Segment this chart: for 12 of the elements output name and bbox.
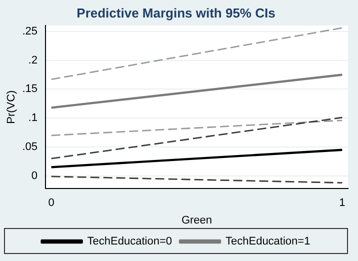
y-tick-label: .2 [28,54,38,66]
y-tick-label: .05 [22,141,38,154]
y-tick-label: 0 [31,170,38,182]
y-axis-title: Pr(VC) [6,90,18,124]
y-tick-label: .15 [22,83,38,96]
y-tick-label: .25 [22,25,38,38]
legend-label: TechEducation=0 [87,236,172,248]
legend-label: TechEducation=1 [226,236,310,248]
x-tick-label: 1 [339,197,346,210]
y-tick-label: .1 [28,112,38,124]
chart-title: Predictive Margins with 95% CIs [76,5,276,20]
x-axis-title: Green [181,214,212,226]
